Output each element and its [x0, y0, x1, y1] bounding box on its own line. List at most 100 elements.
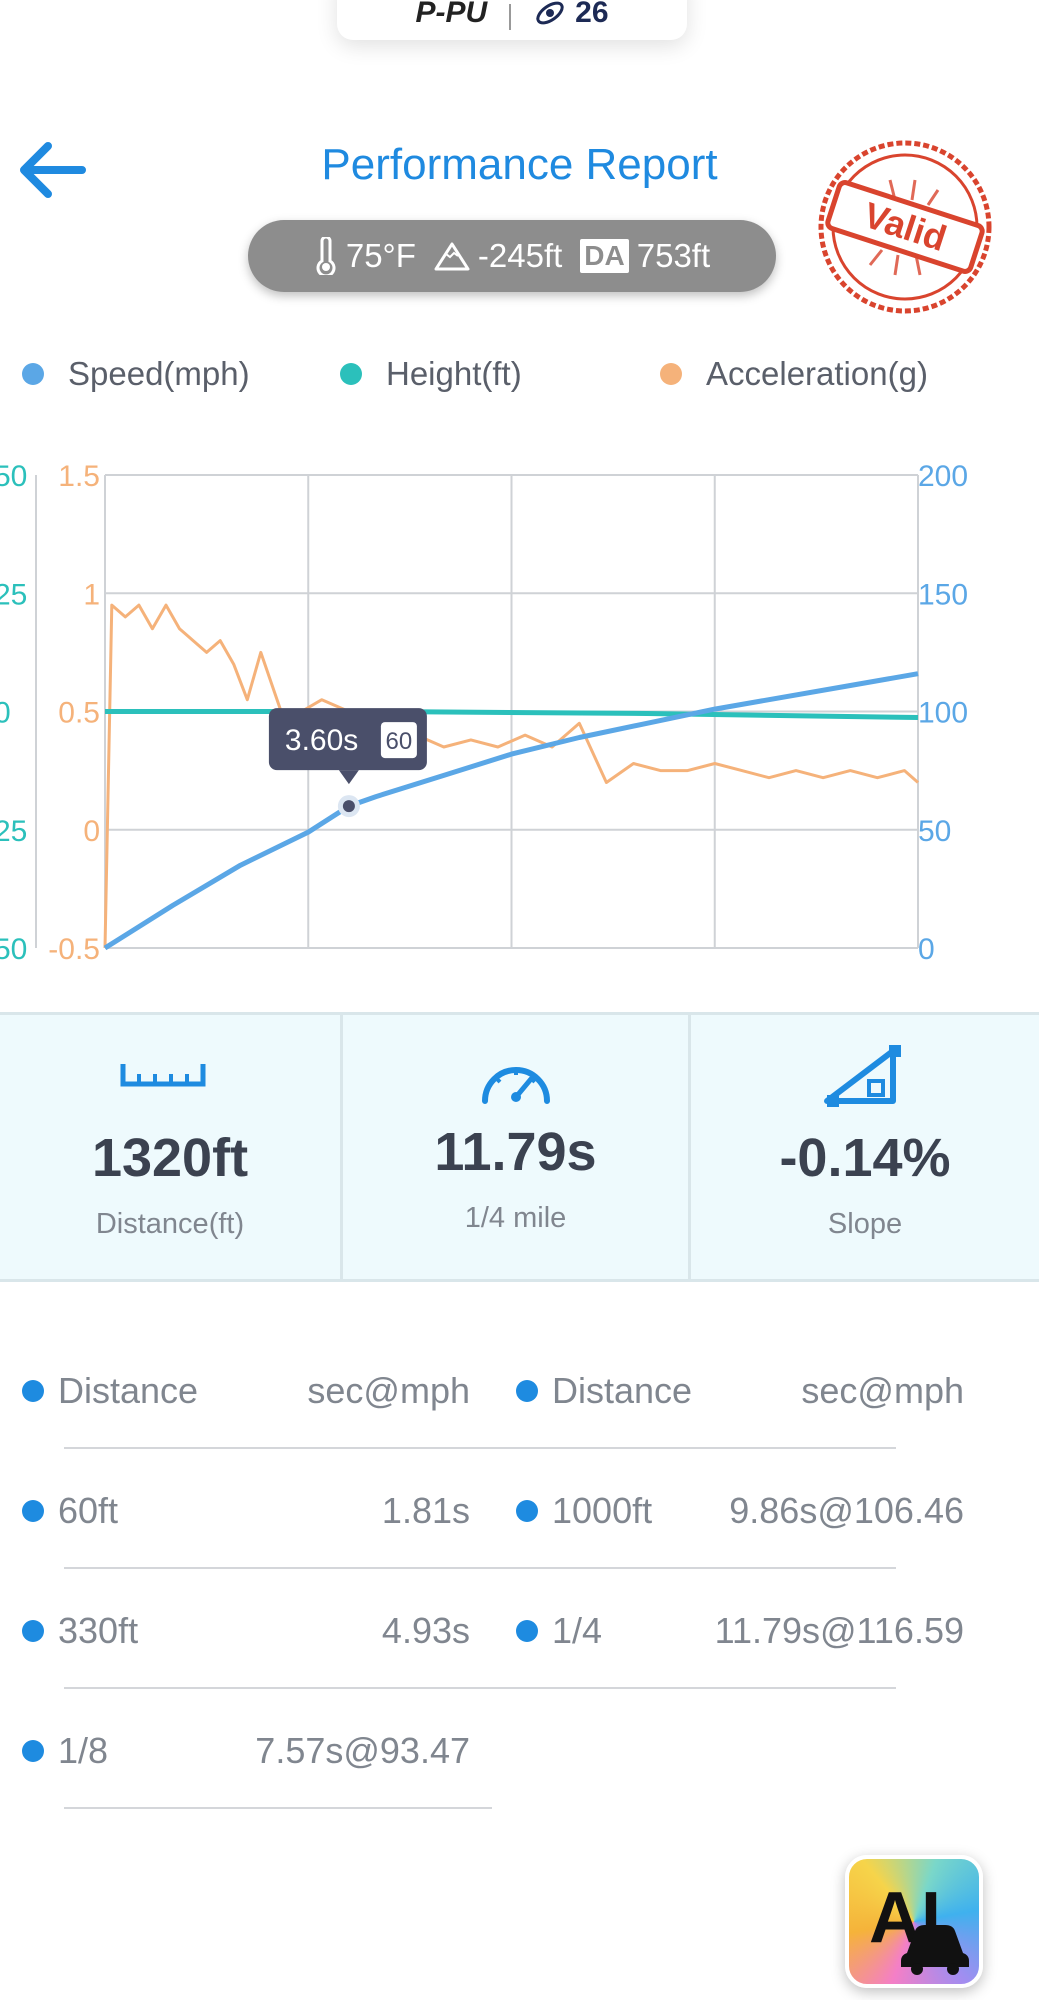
legend-acceleration[interactable]: Acceleration(g)	[660, 355, 928, 393]
height-tick-label: 50	[0, 933, 27, 966]
chart-tooltip: 3.60s 60	[268, 708, 427, 818]
temperature-item: 75°F	[314, 237, 416, 275]
tooltip-speed-badge	[380, 722, 417, 759]
car-icon	[901, 1925, 969, 1975]
splits-header-value: sec@mph	[801, 1370, 964, 1411]
row-divider	[64, 1567, 896, 1569]
splits-header-right: Distance sec@mph	[516, 1362, 964, 1422]
tooltip-pointer	[338, 770, 359, 785]
split-bullet	[516, 1620, 538, 1642]
split-time: 4.93s	[381, 1610, 470, 1651]
split-row: 1000ft 9.86s@106.46	[516, 1482, 964, 1542]
altitude-value: -245ft	[477, 237, 563, 274]
page-title: Performance Report	[321, 140, 718, 189]
thermometer-icon	[316, 237, 336, 275]
legend-dot	[22, 363, 44, 385]
stat-distance: 1320ft Distance(ft)	[0, 1015, 340, 1279]
ai-assistant-button[interactable]: AI	[845, 1855, 983, 1988]
stat-label: Distance(ft)	[95, 1208, 245, 1240]
speed-tick-label: 200	[918, 460, 968, 493]
split-distance: 330ft	[58, 1610, 139, 1651]
stats-panel: 1320ft Distance(ft) 11.79s 1/4 mile -0.1…	[0, 1012, 1039, 1282]
split-time: 7.57s@93.47	[255, 1730, 470, 1771]
acceleration-tick-label: 1.5	[58, 460, 100, 493]
legend-dot	[340, 363, 362, 385]
density-altitude-item: DA 753ft	[580, 237, 710, 275]
split-bullet	[516, 1380, 538, 1402]
ruler-icon	[120, 1064, 206, 1087]
temperature-value: 75°F	[345, 237, 416, 274]
legend-label: Acceleration(g)	[706, 355, 928, 392]
pill-divider	[509, 4, 512, 30]
speed-series-line	[103, 671, 919, 951]
satellite-icon	[536, 1, 564, 25]
split-distance: 60ft	[58, 1490, 119, 1531]
tooltip-speed: 60	[386, 728, 413, 755]
stat-label: 1/4 mile	[464, 1202, 567, 1234]
legend-speed[interactable]: Speed(mph)	[22, 355, 250, 393]
row-divider	[64, 1687, 896, 1689]
chart-legend: Speed(mph) Height(ft) Acceleration(g)	[0, 355, 1039, 400]
splits-header-left: Distance sec@mph	[22, 1362, 470, 1422]
stat-value: 11.79s	[434, 1122, 597, 1182]
valid-stamp-icon: Valid	[818, 140, 992, 314]
acceleration-tick-label: -0.5	[48, 933, 100, 966]
tooltip-marker	[342, 800, 355, 813]
stat-value: 1320ft	[91, 1128, 249, 1188]
split-distance: 1/8	[58, 1730, 109, 1771]
performance-chart[interactable]: 50 25 0 25 50 1.5 1 0.5 0 -0.5 200 150 100 50 0 3.60s 6…	[0, 430, 1039, 970]
height-tick-label: 0	[0, 697, 11, 730]
split-time: 9.86s@106.46	[729, 1490, 964, 1531]
back-arrow-icon[interactable]	[12, 140, 92, 200]
conditions-pill: 75°F -245ft DA 753ft	[248, 220, 776, 292]
split-time: 11.79s@116.59	[714, 1610, 964, 1651]
speed-tick-label: 0	[918, 933, 935, 966]
device-status-pill[interactable]: P-PU 26	[337, 0, 687, 40]
legend-label: Speed(mph)	[68, 355, 250, 392]
split-bullet	[22, 1620, 44, 1642]
split-time: 1.81s	[381, 1490, 470, 1531]
split-bullet	[516, 1500, 538, 1522]
splits-header-value: sec@mph	[307, 1370, 470, 1411]
acceleration-tick-label: 0	[83, 815, 100, 848]
speed-tick-label: 150	[918, 578, 968, 611]
split-row: 1/8 7.57s@93.47	[22, 1722, 470, 1782]
row-divider	[64, 1447, 896, 1449]
acceleration-tick-label: 0.5	[58, 697, 100, 730]
split-bullet	[22, 1380, 44, 1402]
density-altitude-value: 753ft	[636, 237, 711, 274]
speedometer-icon	[482, 1067, 550, 1104]
stat-divider	[340, 1015, 343, 1279]
split-distance: 1/4	[552, 1610, 603, 1651]
acceleration-tick-label: 1	[83, 578, 100, 611]
split-bullet	[22, 1740, 44, 1762]
satellite-count: 26	[533, 0, 609, 30]
split-row: 60ft 1.81s	[22, 1482, 470, 1542]
legend-dot	[660, 363, 682, 385]
stat-slope: -0.14% Slope	[691, 1015, 1039, 1279]
satellite-count-value: 26	[575, 0, 609, 29]
split-distance: 1000ft	[552, 1490, 653, 1531]
legend-height[interactable]: Height(ft)	[340, 355, 522, 393]
speed-tick-label: 100	[918, 697, 968, 730]
stat-divider	[688, 1015, 691, 1279]
legend-label: Height(ft)	[386, 355, 522, 392]
speed-tick-label: 50	[918, 815, 951, 848]
device-name: P-PU	[415, 0, 488, 29]
chart-axis-labels: 50 25 0 25 50 1.5 1 0.5 0 -0.5 200 150 100 50 0	[0, 460, 968, 966]
mountain-icon	[434, 242, 470, 271]
split-bullet	[22, 1500, 44, 1522]
density-altitude-badge: DA	[580, 239, 629, 273]
row-divider	[64, 1807, 492, 1809]
split-row: 330ft 4.93s	[22, 1602, 470, 1662]
stat-quarter-mile: 11.79s 1/4 mile	[343, 1015, 688, 1279]
tooltip-time: 3.60s	[285, 724, 358, 757]
height-tick-label: 25	[0, 815, 27, 848]
stat-label: Slope	[827, 1208, 903, 1240]
height-series-line	[105, 709, 919, 720]
splits-header-key: Distance	[58, 1370, 199, 1411]
height-tick-label: 25	[0, 578, 27, 611]
slope-icon	[824, 1045, 901, 1107]
altitude-item: -245ft	[434, 237, 562, 275]
split-row: 1/4 11.79s@116.59	[516, 1602, 964, 1662]
